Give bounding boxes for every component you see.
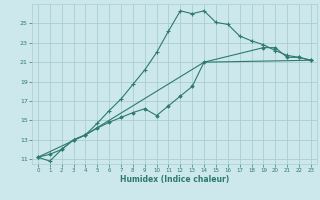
X-axis label: Humidex (Indice chaleur): Humidex (Indice chaleur)	[120, 175, 229, 184]
